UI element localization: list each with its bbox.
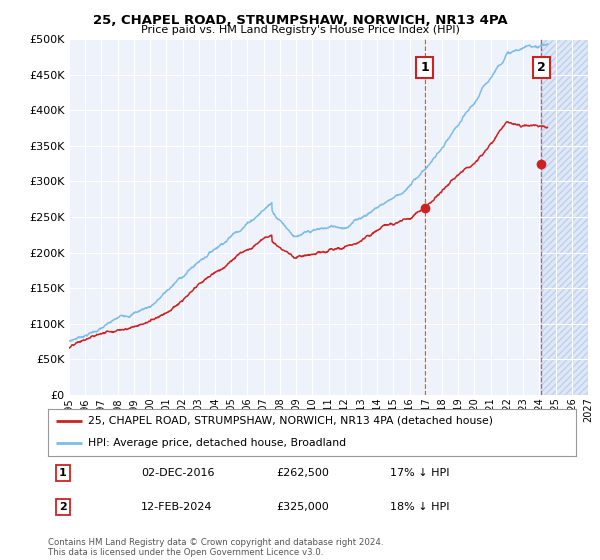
Text: 2: 2 — [537, 61, 545, 74]
Text: 1: 1 — [420, 61, 429, 74]
Text: 2: 2 — [59, 502, 67, 512]
Text: 17% ↓ HPI: 17% ↓ HPI — [390, 468, 449, 478]
Text: £325,000: £325,000 — [276, 502, 329, 512]
Text: Contains HM Land Registry data © Crown copyright and database right 2024.
This d: Contains HM Land Registry data © Crown c… — [48, 538, 383, 557]
Text: £262,500: £262,500 — [276, 468, 329, 478]
Bar — [541, 39, 588, 395]
Text: 12-FEB-2024: 12-FEB-2024 — [141, 502, 212, 512]
Text: Price paid vs. HM Land Registry's House Price Index (HPI): Price paid vs. HM Land Registry's House … — [140, 25, 460, 35]
Text: HPI: Average price, detached house, Broadland: HPI: Average price, detached house, Broa… — [88, 438, 346, 448]
Text: 02-DEC-2016: 02-DEC-2016 — [141, 468, 215, 478]
Text: 18% ↓ HPI: 18% ↓ HPI — [390, 502, 449, 512]
Text: 25, CHAPEL ROAD, STRUMPSHAW, NORWICH, NR13 4PA (detached house): 25, CHAPEL ROAD, STRUMPSHAW, NORWICH, NR… — [88, 416, 493, 426]
Text: 1: 1 — [59, 468, 67, 478]
Text: 25, CHAPEL ROAD, STRUMPSHAW, NORWICH, NR13 4PA: 25, CHAPEL ROAD, STRUMPSHAW, NORWICH, NR… — [92, 14, 508, 27]
